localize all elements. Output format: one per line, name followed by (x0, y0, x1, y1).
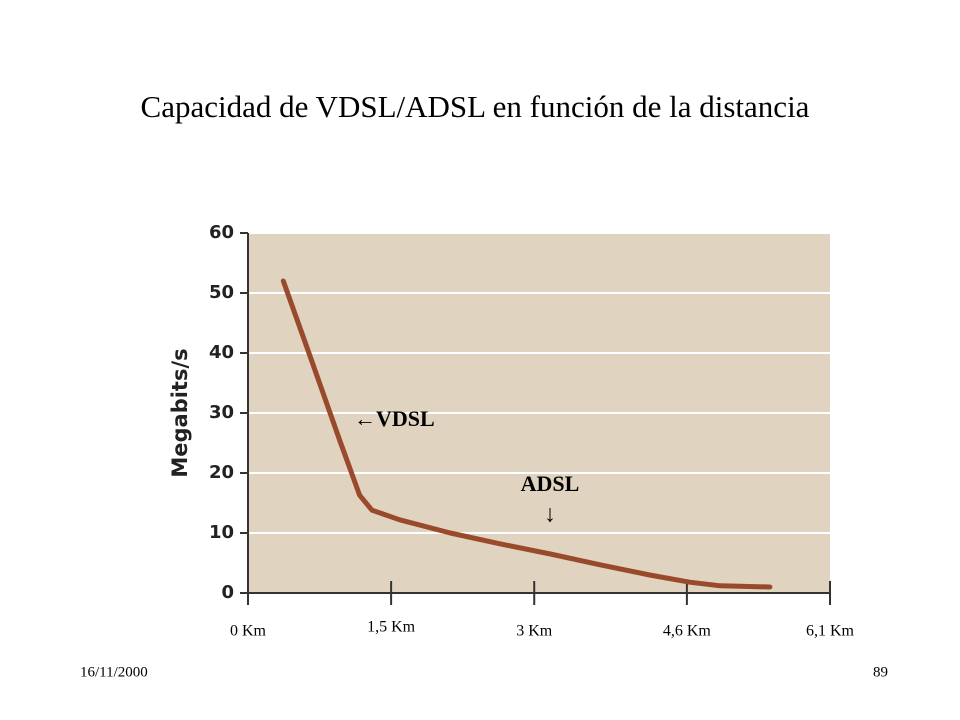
y-axis-label: Megabits/s (168, 348, 192, 477)
footer-date: 16/11/2000 (80, 664, 148, 680)
y-tick-label: 30 (209, 402, 234, 423)
x-tick-label: 0 Km (230, 623, 267, 640)
x-tick-label: 1,5 Km (367, 619, 416, 636)
footer-page: 89 (873, 664, 888, 680)
x-tick-label: 6,1 Km (806, 623, 855, 640)
y-tick-label: 0 (221, 582, 234, 603)
y-tick-label: 20 (209, 462, 234, 483)
x-tick-label: 3 Km (516, 623, 553, 640)
annotation: ←VDSL (354, 406, 435, 431)
y-tick-label: 10 (209, 522, 234, 543)
annotation: ADSL (521, 471, 580, 496)
annotation-arrow: ↓ (544, 502, 556, 528)
y-tick-label: 40 (209, 342, 234, 363)
x-tick-label: 4,6 Km (663, 623, 712, 640)
slide-title: Capacidad de VDSL/ADSL en función de la … (141, 89, 810, 124)
y-tick-label: 50 (209, 282, 234, 303)
y-tick-label: 60 (209, 222, 234, 243)
data-line (280, 278, 773, 590)
